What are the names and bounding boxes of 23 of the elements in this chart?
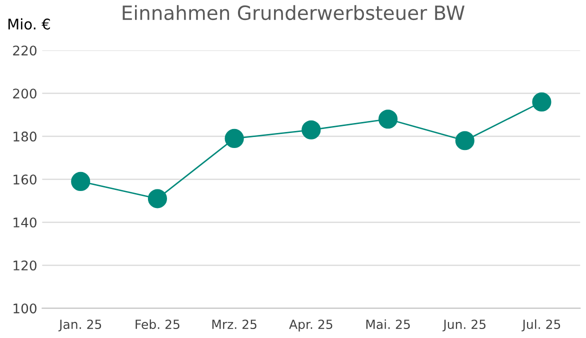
- x-tick-label: Apr. 25: [289, 320, 332, 332]
- y-tick-label: 160: [14, 174, 36, 185]
- y-tick-label: 120: [14, 260, 36, 270]
- point: [378, 110, 398, 129]
- y-tick-label: 200: [13, 88, 36, 99]
- y-tick-label: 140: [14, 218, 36, 228]
- point: [71, 172, 90, 192]
- point: [455, 131, 474, 150]
- y-tick-label: 220: [13, 46, 36, 56]
- point: [302, 120, 321, 140]
- point: [532, 92, 552, 112]
- x-tick-label: Jun. 25: [442, 320, 486, 332]
- x-tick-label: Jul. 25: [522, 319, 560, 332]
- y-tick-label: 180: [14, 132, 36, 142]
- y-axis-title: Mio. €: [8, 18, 50, 30]
- x-tick-label: Feb. 25: [136, 319, 180, 330]
- point: [148, 189, 168, 208]
- y-tick-label: 100: [14, 303, 36, 314]
- x-tick-label: Jan. 25: [58, 320, 102, 332]
- chart-title: Einnahmen Grunderwerbsteuer BW: [122, 5, 464, 20]
- point: [224, 128, 244, 148]
- x-tick-label: Mai. 25: [366, 319, 410, 330]
- x-tick-label: Mrz. 25: [212, 320, 256, 330]
